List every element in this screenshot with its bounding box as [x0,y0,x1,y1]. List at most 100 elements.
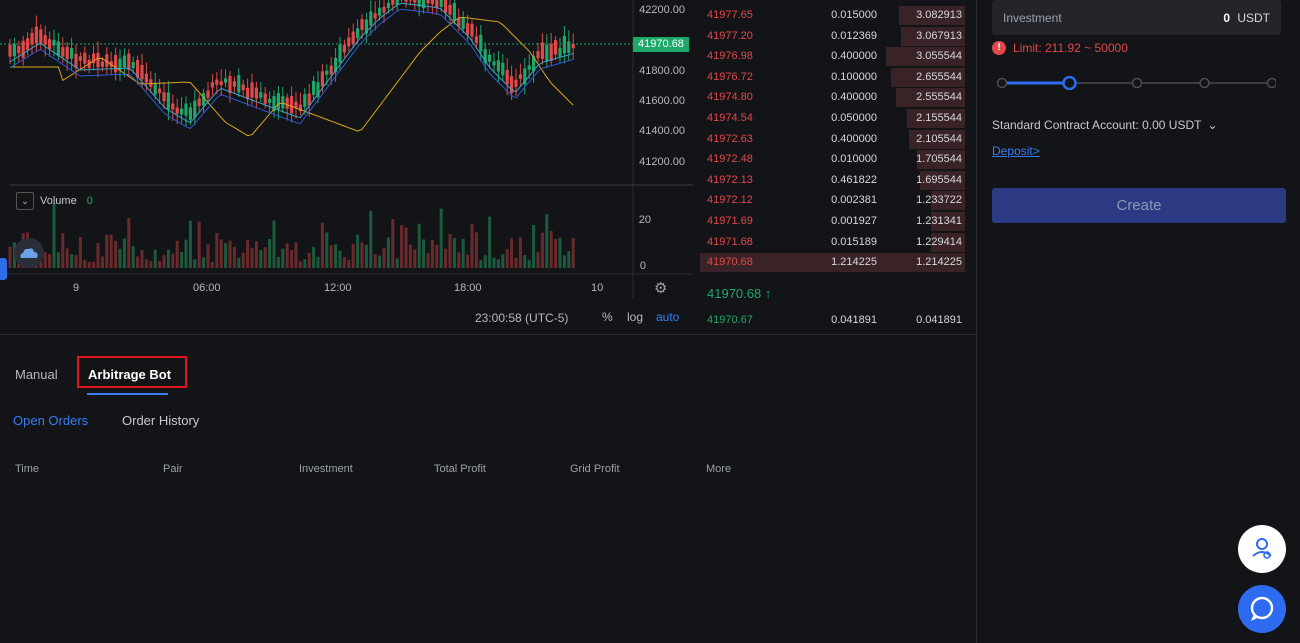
candle-body [180,108,184,115]
volume-bar [131,246,135,268]
depth-bar [885,47,965,67]
ask-row[interactable]: 41970.68 1.214225 1.214225 [700,252,965,273]
volume-bar [457,252,461,268]
ask-price: 41977.65 [707,9,753,21]
ask-row[interactable]: 41974.54 0.050000 2.155544 [700,108,965,129]
candle-body [386,2,390,9]
slider-thumb[interactable] [1062,76,1077,90]
tab-open-orders[interactable]: Open Orders [13,413,89,428]
investment-slider[interactable] [996,76,1276,90]
investment-input[interactable]: Investment 0 USDT [992,0,1281,35]
investment-label: Investment [1003,11,1062,25]
bid-amount: 0.041891 [831,314,877,326]
depth-bar [700,253,965,273]
bid-price: 41970.67 [707,314,753,326]
ask-total: 2.105544 [916,132,962,145]
candle-body [171,103,175,110]
volume-bar [536,251,540,268]
time-axis-label: 06:00 [193,282,221,294]
tab-manual[interactable]: Manual [15,367,58,382]
candle-body [298,104,302,112]
ask-row[interactable]: 41977.65 0.015000 3.082913 [700,5,965,26]
volume-bar [188,220,192,268]
volume-bar [92,261,96,268]
volume-bar [175,240,179,268]
ask-price: 41972.48 [707,153,753,166]
candle-body [158,88,162,94]
candle-body [532,56,536,72]
percent-scale-button[interactable]: % [602,310,613,324]
volume-bar [470,223,474,268]
ask-total: 2.655544 [916,70,962,83]
volume-bar [461,238,465,268]
volume-bar [426,253,430,268]
bid-row[interactable]: 41970.67 0.041891 0.041891 [700,310,965,331]
ask-price: 41971.69 [707,215,753,227]
candle-body [21,40,25,58]
ask-row[interactable]: 41972.48 0.010000 1.705544 [700,149,965,170]
timezone-label[interactable]: 23:00:58 (UTC-5) [475,311,569,325]
candle-body [100,61,104,67]
candle-body [52,39,56,46]
volume-bar [180,251,184,268]
depth-bar [906,109,965,128]
volume-bar [237,257,241,268]
candle-body [34,26,38,44]
log-scale-button[interactable]: log [627,310,644,324]
ask-row[interactable]: 41977.20 0.012369 3.067913 [700,26,965,47]
support-button[interactable] [1238,525,1286,573]
candlestick-chart[interactable] [0,0,693,334]
volume-bar [290,250,294,268]
ask-total: 1.214225 [916,256,962,269]
deposit-link[interactable]: Deposit> [992,144,1040,158]
ask-row[interactable]: 41976.72 0.100000 2.655544 [700,67,965,88]
volume-bar [514,257,518,268]
ask-row[interactable]: 41974.80 0.400000 2.555544 [700,87,965,108]
candle-body [514,79,518,87]
volume-bar [228,240,232,268]
chevron-down-icon: ⌄ [1207,118,1218,132]
tab-arbitrage-bot[interactable]: Arbitrage Bot [77,356,187,388]
volume-bar [532,224,536,268]
ask-row[interactable]: 41972.63 0.400000 2.105544 [700,129,965,150]
ask-row[interactable]: 41971.69 0.001927 1.231341 [700,211,965,232]
candle-body [224,78,228,83]
volume-bar [118,248,122,268]
chevron-down-icon[interactable]: ⌄ [16,192,34,210]
volume-bar [395,258,399,268]
volume-bar [540,232,544,268]
volume-bar [215,233,219,268]
ask-row[interactable]: 41972.12 0.002381 1.233722 [700,190,965,211]
volume-bar [219,239,223,268]
chart-panel[interactable]: 42200.00 41800.00 41600.00 41400.00 4120… [0,0,693,334]
ask-total: 1.231341 [916,215,962,227]
ask-price: 41972.13 [707,173,753,186]
account-selector[interactable]: Standard Contract Account: 0.00 USDT ⌄ [992,118,1218,132]
candle-body [347,37,351,47]
candle-body [272,96,276,112]
candle-body [188,107,192,120]
volume-bar [202,257,206,268]
tab-order-history[interactable]: Order History [122,413,200,428]
depth-bar [890,67,965,87]
chat-button[interactable] [1238,585,1286,633]
candle-body [197,98,201,106]
create-button[interactable]: Create [992,188,1286,223]
ask-row[interactable]: 41976.98 0.400000 3.055544 [700,46,965,67]
investment-value: 0 [1223,11,1230,25]
price-axis-label: 41200.00 [639,156,685,168]
auto-scale-button[interactable]: auto [656,310,680,324]
chat-icon [1250,596,1274,622]
candle-body [430,0,434,5]
ask-row[interactable]: 41972.13 0.461822 1.695544 [700,170,965,191]
tradingview-logo-icon [14,238,44,268]
volume-bar [136,256,140,268]
ask-amount: 0.400000 [831,132,877,145]
panel-resize-handle[interactable] [0,258,7,280]
volume-bar [505,249,509,268]
candle-body [149,79,153,87]
gear-icon[interactable]: ⚙ [654,280,668,297]
slider-stop [1266,77,1276,89]
ask-row[interactable]: 41971.68 0.015189 1.229414 [700,232,965,253]
volume-bar [78,237,82,268]
